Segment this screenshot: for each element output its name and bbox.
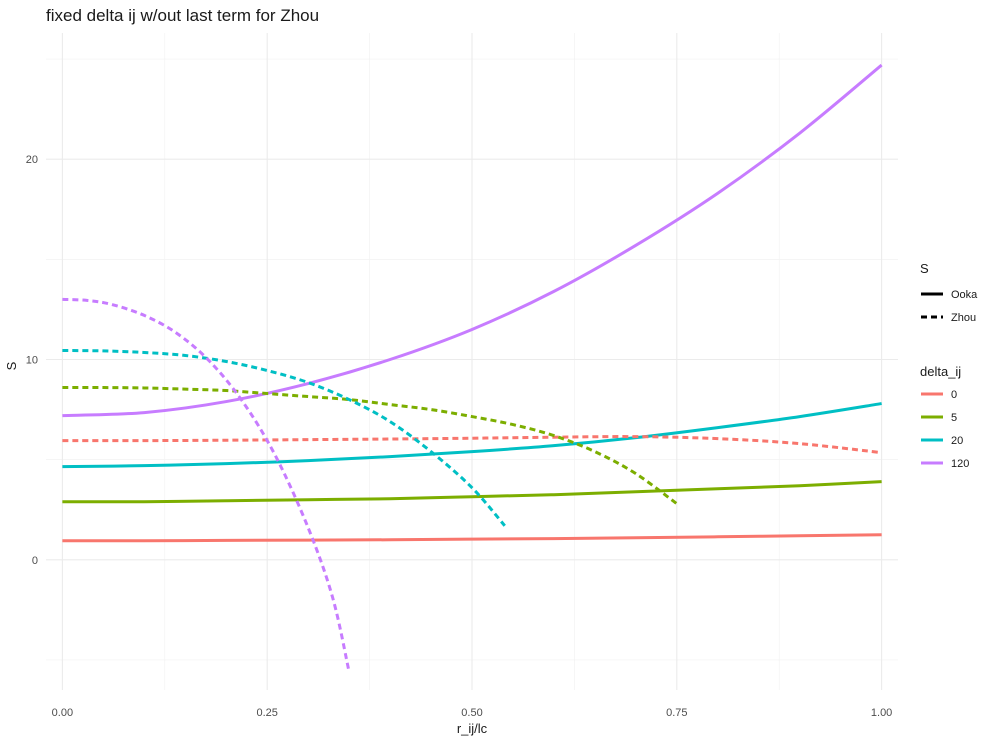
legend-label-zhou: Zhou <box>951 312 976 324</box>
series-layer <box>62 63 883 673</box>
x-tick-label: 0.00 <box>52 707 73 719</box>
legend-label-delta-120: 120 <box>951 458 969 470</box>
legend-color: delta_ij 0 5 20 120 <box>920 364 969 470</box>
legend-label-delta-20: 20 <box>951 435 963 447</box>
legend-label-delta-0: 0 <box>951 389 957 401</box>
legend-linetype-title: S <box>920 261 929 276</box>
series-line-ooka-delta-0 <box>62 533 882 543</box>
legend-linetype: S Ooka Zhou <box>920 261 978 324</box>
series-line-ooka-delta-5 <box>62 480 882 504</box>
grid-major <box>46 33 898 690</box>
legend-color-title: delta_ij <box>920 364 961 379</box>
series-line-ooka-delta-20 <box>62 402 882 469</box>
y-tick-label: 10 <box>26 354 38 366</box>
y-tick-label: 20 <box>26 154 38 166</box>
series-line-ooka-delta-120 <box>62 63 883 418</box>
series-line-zhou-delta-120 <box>62 297 351 673</box>
series-line-zhou-delta-0 <box>62 435 882 455</box>
series-line-zhou-delta-20 <box>62 348 506 527</box>
y-axis-ticks: 0 10 20 <box>26 154 38 567</box>
x-axis-ticks: 0.00 0.25 0.50 0.75 1.00 <box>52 707 893 719</box>
x-tick-label: 0.50 <box>461 707 482 719</box>
x-tick-label: 0.25 <box>256 707 277 719</box>
chart-title: fixed delta ij w/out last term for Zhou <box>46 6 320 25</box>
x-tick-label: 1.00 <box>871 707 892 719</box>
y-tick-label: 0 <box>32 555 38 567</box>
series-line-zhou-delta-5 <box>62 386 678 505</box>
x-tick-label: 0.75 <box>666 707 687 719</box>
legend-label-ooka: Ooka <box>951 289 978 301</box>
y-axis-title: S <box>4 361 19 370</box>
x-axis-title: r_ij/lc <box>457 721 488 736</box>
legend-label-delta-5: 5 <box>951 412 957 424</box>
